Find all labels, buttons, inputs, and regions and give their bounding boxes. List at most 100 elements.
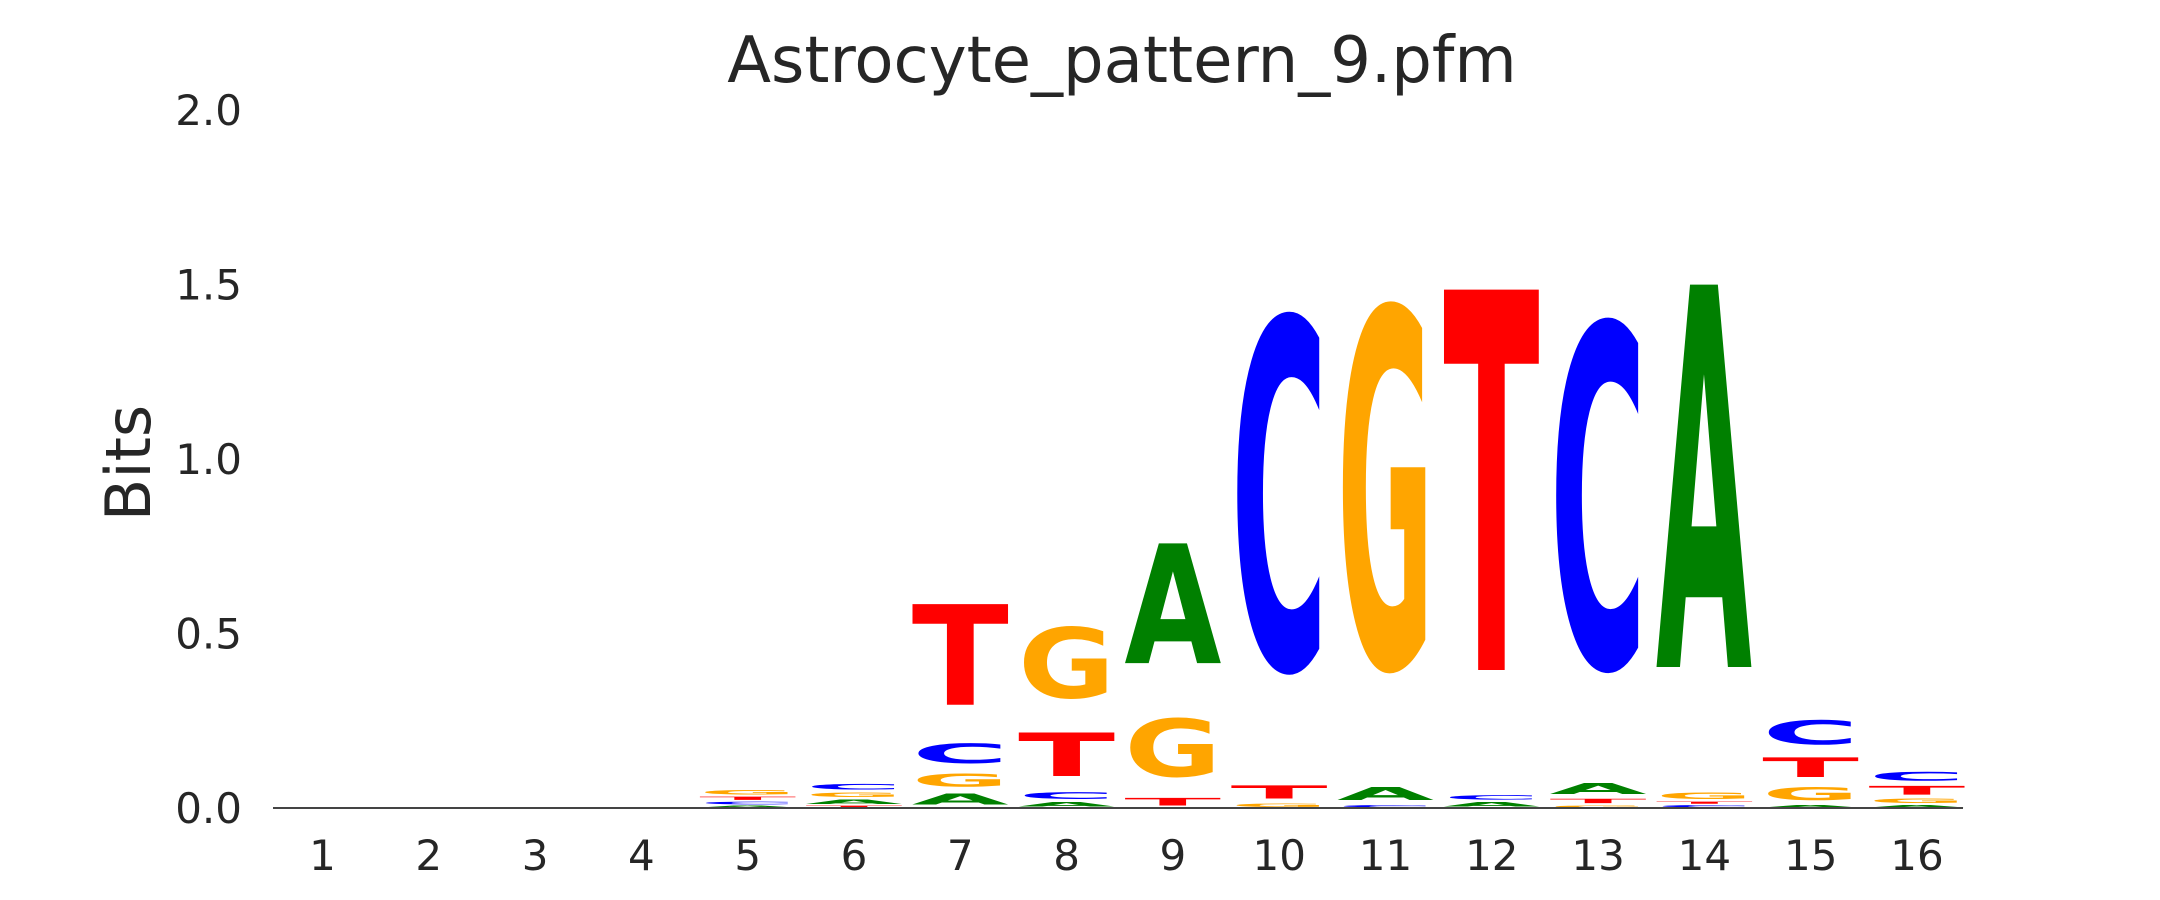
x-tick-label: 14 [1678, 831, 1731, 880]
letter-T: T [912, 578, 1009, 739]
letter-glyph: T [1869, 784, 1966, 798]
letter-C: C [806, 783, 903, 792]
y-tick-label: 1.0 [175, 435, 242, 484]
letter-glyph: A [699, 805, 795, 808]
letter-glyph: T [1124, 796, 1221, 808]
letter-glyph: T [912, 578, 1009, 739]
letter-A: A [1337, 784, 1434, 805]
letter-A: A [1656, 180, 1753, 791]
letter-glyph: T [1762, 752, 1859, 783]
letter-glyph: C [1762, 714, 1859, 752]
letter-G: G [806, 791, 903, 798]
letter-glyph: A [1762, 805, 1858, 809]
letter-G: G [1231, 803, 1328, 808]
letter-A: A [1869, 805, 1965, 809]
x-tick-label: 2 [415, 831, 442, 880]
letter-glyph: G [1656, 791, 1753, 801]
letter-T: T [1550, 798, 1647, 805]
x-tick-label: 12 [1465, 831, 1518, 880]
letter-G: G [1550, 805, 1647, 808]
letter-glyph: C [1443, 794, 1540, 801]
letter-C: C [699, 801, 796, 805]
letter-A: A [806, 798, 903, 805]
letter-G: G [1762, 784, 1859, 805]
letter-A: A [699, 805, 795, 808]
letter-glyph: C [1337, 805, 1434, 808]
letter-C: C [1550, 232, 1647, 778]
letter-glyph: A [1337, 784, 1434, 805]
x-tick-label: 6 [841, 831, 868, 880]
letter-A: A [912, 791, 1009, 808]
letter-glyph: C [1018, 791, 1115, 801]
letter-C: C [912, 738, 1009, 769]
letter-T: T [1443, 187, 1540, 795]
x-tick-label: 8 [1053, 831, 1080, 880]
letter-T: T [1762, 752, 1859, 783]
letter-G: G [1018, 609, 1115, 721]
letter-C: C [1018, 791, 1115, 801]
letter-glyph: G [1869, 798, 1966, 805]
letter-glyph: A [1550, 780, 1647, 797]
letter-C: C [1762, 714, 1859, 752]
letter-A: A [1124, 511, 1221, 702]
letter-G: G [912, 770, 1009, 791]
letter-G: G [1337, 211, 1434, 783]
letter-glyph: C [1869, 770, 1966, 784]
letter-glyph: G [1337, 211, 1434, 783]
letter-G: G [1656, 791, 1753, 801]
letter-glyph: G [912, 770, 1009, 791]
x-tick-label: 4 [628, 831, 655, 880]
letter-T: T [1656, 801, 1754, 804]
letter-glyph: G [1018, 609, 1115, 721]
letter-glyph: T [1550, 798, 1647, 805]
letter-glyph: A [1018, 801, 1115, 808]
letter-glyph: T [806, 805, 904, 808]
letter-C: C [1656, 805, 1753, 808]
letter-glyph: T [699, 796, 797, 801]
letter-A: A [1762, 805, 1858, 809]
letter-T: T [699, 796, 797, 801]
letter-C: C [1443, 794, 1540, 801]
y-tick-label: 1.5 [175, 261, 242, 310]
x-tick-label: 10 [1252, 831, 1305, 880]
letter-glyph: G [1550, 805, 1647, 808]
letter-glyph: G [1124, 703, 1221, 795]
letter-T: T [1124, 796, 1221, 808]
letter-glyph: T [1656, 801, 1754, 804]
letter-glyph: T [1231, 782, 1328, 803]
x-tick-label: 9 [1160, 831, 1187, 880]
letter-glyph: G [806, 791, 903, 798]
x-tick-label: 5 [734, 831, 761, 880]
letter-A: A [1550, 780, 1647, 797]
y-tick-label: 0.0 [175, 784, 242, 833]
letter-glyph: G [1231, 803, 1328, 808]
letter-G: G [1869, 798, 1966, 805]
letter-glyph: A [912, 791, 1009, 808]
letter-glyph: C [1231, 223, 1328, 782]
letter-glyph: C [1656, 805, 1753, 808]
letter-glyph: T [1443, 187, 1540, 795]
x-tick-label: 16 [1890, 831, 1943, 880]
x-tick-label: 13 [1571, 831, 1624, 880]
letter-C: C [1337, 805, 1434, 808]
letter-glyph: A [1443, 801, 1540, 808]
chart-title: Astrocyte_pattern_9.pfm [727, 24, 1517, 98]
letter-glyph: A [1124, 511, 1221, 702]
letter-G: G [1124, 703, 1221, 795]
letter-stacks: ACTGTAGCAGCTACTGTGAGTCCAGACTGTACCTGAAGTC… [699, 180, 1966, 808]
x-tick-label: 1 [309, 831, 336, 880]
letter-glyph: T [1018, 721, 1115, 791]
letter-C: C [1231, 223, 1328, 782]
letter-glyph: C [912, 738, 1009, 769]
letter-T: T [1869, 784, 1966, 798]
y-tick-label: 0.5 [175, 610, 242, 659]
x-tick-label: 3 [522, 831, 549, 880]
x-tick-label: 15 [1784, 831, 1837, 880]
letter-G: G [699, 789, 796, 796]
letter-T: T [1231, 782, 1328, 803]
x-tick-label: 11 [1359, 831, 1412, 880]
letter-A: A [1443, 801, 1540, 808]
letter-glyph: C [806, 783, 903, 792]
letter-T: T [1018, 721, 1115, 791]
